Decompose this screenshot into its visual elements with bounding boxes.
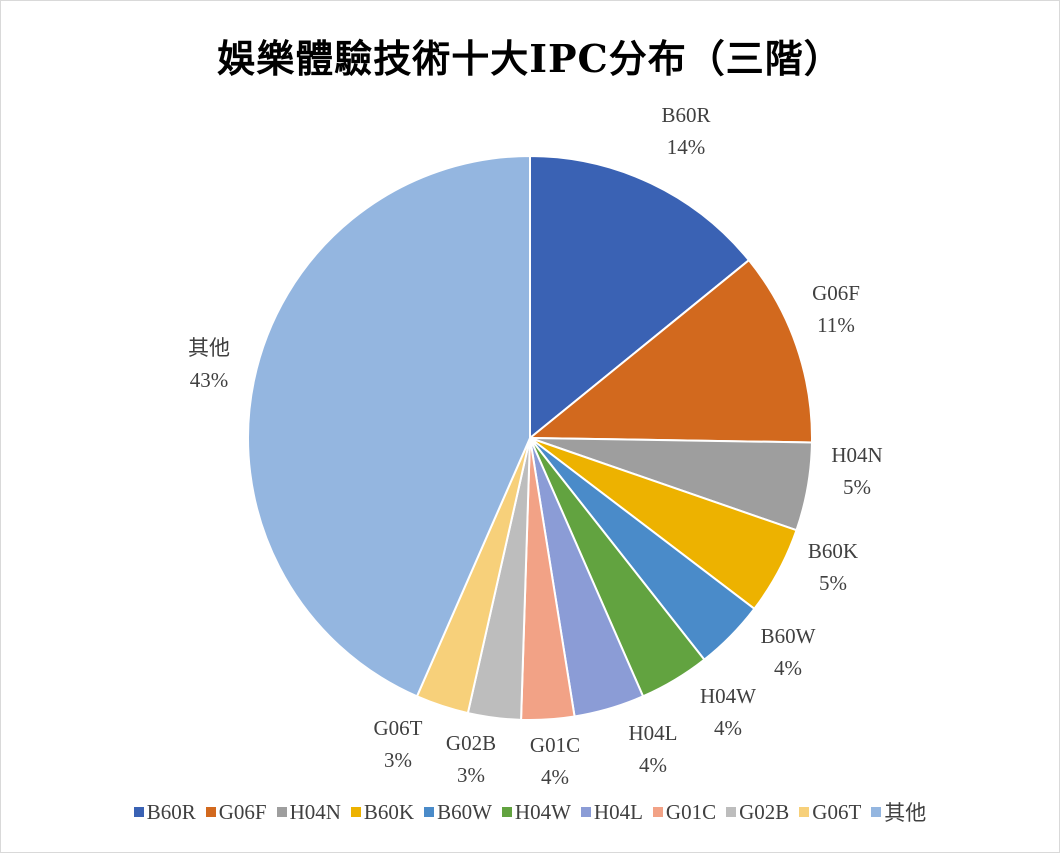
data-label-category-H04N: H04N	[831, 443, 882, 467]
legend-label: G01C	[665, 799, 717, 824]
legend-item-B60K: B60K	[350, 799, 415, 825]
legend-swatch	[501, 807, 512, 817]
legend-swatch	[726, 807, 737, 817]
legend-item-H04W: H04W	[501, 799, 571, 825]
data-label-category-G01C: G01C	[530, 733, 580, 757]
legend-label: G06F	[218, 799, 267, 824]
data-label-category-G06F: G06F	[812, 281, 860, 305]
legend-item-H04L: H04L	[580, 799, 643, 825]
legend-swatch	[580, 807, 591, 817]
data-label-percent-G06T: 3%	[384, 748, 412, 772]
legend-item-G06T: G06T	[799, 800, 861, 825]
legend-swatch	[871, 807, 882, 817]
legend-label: H04W	[514, 799, 571, 824]
data-label-category-H04L: H04L	[629, 721, 678, 745]
data-label-percent-B60W: 4%	[774, 656, 802, 680]
data-label-category-其他: 其他	[188, 336, 230, 360]
legend-item-H04N: H04N	[276, 799, 341, 825]
data-label-percent-H04L: 4%	[639, 753, 667, 777]
legend-swatch	[350, 807, 361, 817]
data-label-percent-B60K: 5%	[819, 571, 847, 595]
legend-swatch	[652, 807, 663, 817]
legend-item-其他: 其他	[871, 797, 926, 827]
legend-label: B60R	[146, 799, 196, 824]
legend-label: G06T	[812, 799, 862, 824]
data-label-percent-G01C: 4%	[541, 765, 569, 789]
chart-legend: B60R G06F H04N B60K B60W H04W H04L G01C G02B G06T…	[0, 797, 1060, 827]
legend-swatch	[424, 807, 435, 817]
legend-label: B60W	[437, 799, 492, 824]
data-label-percent-H04N: 5%	[843, 475, 871, 499]
legend-item-G06F: G06F	[205, 799, 267, 825]
data-label-category-G02B: G02B	[446, 731, 496, 755]
pie-slice-其他	[247, 154, 531, 698]
data-label-percent-B60R: 14%	[667, 135, 706, 159]
data-label-category-B60W: B60W	[761, 624, 816, 648]
legend-label: G02B	[739, 799, 790, 824]
data-label-percent-其他: 43%	[190, 368, 229, 392]
pie-slice-G06F	[527, 258, 813, 444]
legend-label: H04N	[289, 799, 341, 824]
data-label-category-H04W: H04W	[700, 684, 756, 708]
legend-label: 其他	[884, 801, 927, 825]
legend-swatch	[276, 807, 287, 817]
legend-item-G01C: G01C	[652, 799, 717, 825]
legend-swatch	[133, 807, 144, 817]
legend-item-B60W: B60W	[424, 800, 492, 825]
legend-item-B60R: B60R	[133, 799, 196, 825]
data-label-percent-G02B: 3%	[457, 763, 485, 787]
pie-slice-B60R	[529, 154, 751, 441]
chart-title: 娛樂體驗技術十大IPC分布（三階）	[217, 36, 843, 81]
legend-swatch	[205, 807, 216, 817]
data-label-category-B60K: B60K	[808, 539, 858, 563]
data-label-percent-H04W: 4%	[714, 716, 742, 740]
legend-swatch	[799, 807, 810, 817]
legend-item-G02B: G02B	[726, 800, 789, 825]
data-label-category-B60R: B60R	[661, 103, 710, 127]
data-label-percent-G06F: 11%	[817, 313, 855, 337]
legend-label: B60K	[363, 799, 415, 824]
data-label-category-G06T: G06T	[374, 716, 423, 740]
legend-label: H04L	[593, 799, 643, 824]
